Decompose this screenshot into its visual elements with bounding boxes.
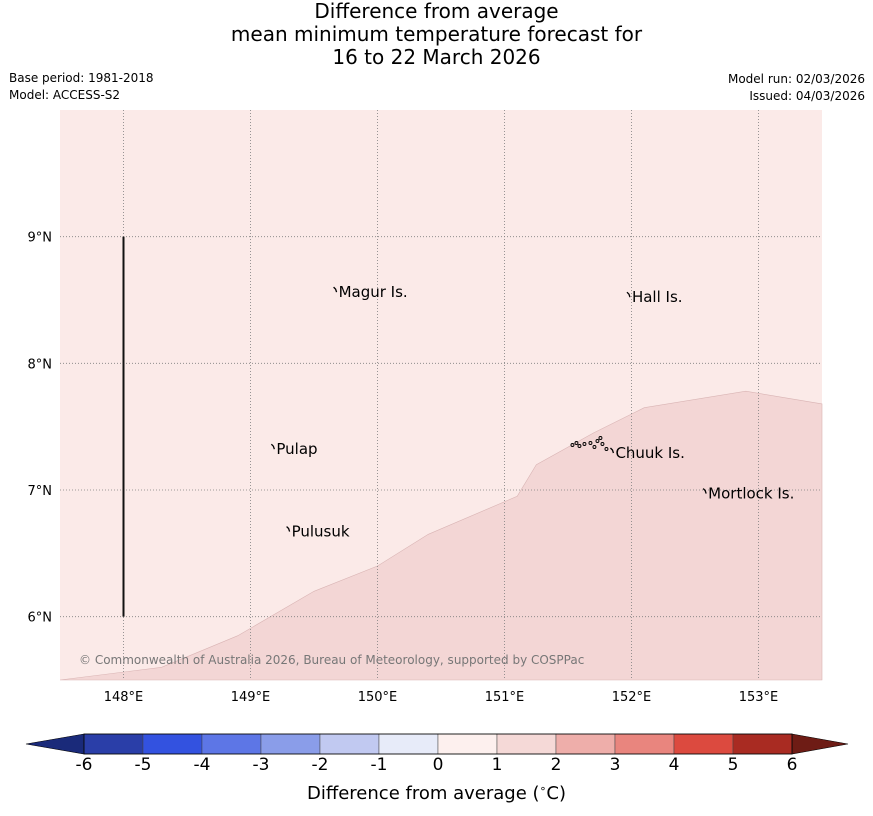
colorbar-swatch (319, 733, 380, 755)
title-line-3: 16 to 22 March 2026 (332, 45, 541, 69)
colorbar-swatch (201, 733, 262, 755)
lon-tick-label: 149°E (231, 690, 271, 705)
colorbar-tick-label: 0 (432, 755, 444, 775)
place-label: Pulap (276, 440, 317, 458)
issued-date: Issued: 04/03/2026 (749, 89, 865, 103)
colorbar-tick-label: 5 (727, 755, 739, 775)
title-line-1: Difference from average (314, 0, 559, 23)
lat-tick-label: 6°N (28, 611, 53, 626)
lon-tick-label: 148°E (104, 690, 144, 705)
map-area: 148°E 149°E 150°E 151°E 152°E 153°E 9°N 8°N 7°N 6… (28, 110, 823, 705)
island-shape (286, 526, 291, 532)
colorbar-tick-label: -1 (370, 755, 388, 775)
chuuk-islet (595, 439, 600, 443)
lon-tick-label: 150°E (358, 690, 398, 705)
lon-tick-label: 151°E (485, 690, 525, 705)
colorbar-ticks: -6 -5 -4 -3 -2 -1 0 1 2 3 4 5 6 (0, 755, 873, 777)
colorbar-swatch (732, 733, 793, 755)
place-label: Chuuk Is. (615, 444, 684, 462)
colorbar-tick-label: 2 (550, 755, 562, 775)
anomaly-1-to-2-area (59, 390, 823, 681)
island-shape (609, 447, 615, 454)
colorbar-over-arrow (791, 733, 849, 755)
colorbar-swatch (673, 733, 734, 755)
base-period: Base period: 1981-2018 (9, 71, 154, 85)
colorbar-swatch (496, 733, 557, 755)
colorbar-tick-label: -4 (193, 755, 211, 775)
place-label: Pulusuk (292, 523, 350, 541)
degree-symbol: ∘ (539, 782, 547, 795)
chuuk-islet (598, 436, 603, 440)
island-shape (270, 443, 275, 450)
lon-tick-label: 152°E (612, 690, 652, 705)
colorbar-label-text: Difference from average ( (306, 783, 540, 804)
island-shape (702, 488, 707, 494)
colorbar-swatch (142, 733, 203, 755)
colorbar-label-unit: C) (546, 783, 567, 804)
chuuk-islet (592, 445, 597, 449)
colorbar-tick-label: 1 (491, 755, 503, 775)
lat-tick-label: 7°N (28, 484, 53, 499)
colorbar-swatch (614, 733, 675, 755)
place-label: Hall Is. (632, 288, 683, 306)
title-line-2: mean minimum temperature forecast for (230, 22, 643, 46)
colorbar-tick-label: 4 (668, 755, 680, 775)
chuuk-islet (574, 441, 579, 445)
chuuk-islet (588, 441, 593, 445)
colorbar-tick-label: 6 (786, 755, 798, 775)
colorbar-tick-label: -5 (134, 755, 152, 775)
island-shape (626, 291, 631, 298)
colorbar-tick-label: -3 (252, 755, 270, 775)
colorbar-swatch (378, 733, 439, 755)
run-info: Model run: 02/03/2026 Issued: 04/03/2026 (728, 71, 865, 105)
colorbar-swatch (83, 733, 144, 755)
colorbar-tick-label: -6 (75, 755, 93, 775)
colorbar (25, 733, 849, 755)
chuuk-islet (600, 442, 605, 446)
lat-tick-label: 9°N (28, 231, 53, 246)
place-label: Mortlock Is. (708, 485, 794, 503)
chuuk-islet (604, 447, 609, 451)
chuuk-islet (582, 442, 587, 446)
colorbar-under-arrow (25, 733, 85, 755)
colorbar-outline (83, 733, 793, 755)
model-info: Base period: 1981-2018 Model: ACCESS-S2 (9, 70, 154, 104)
copyright-text: © Commonwealth of Australia 2026, Bureau… (79, 653, 584, 667)
chuuk-islet (570, 443, 575, 447)
lon-tick-label: 153°E (739, 690, 779, 705)
lat-tick-label: 8°N (28, 357, 53, 372)
model-run-date: Model run: 02/03/2026 (727, 72, 865, 86)
model-name: Model: ACCESS-S2 (9, 88, 121, 102)
place-label: Magur Is. (339, 283, 408, 301)
colorbar-swatch (437, 733, 498, 755)
colorbar-swatch (555, 733, 616, 755)
chuuk-islet (577, 444, 582, 448)
island-shape (333, 286, 338, 293)
colorbar-tick-label: 3 (609, 755, 621, 775)
colorbar-swatch (260, 733, 321, 755)
colorbar-label: Difference from average (∘C) (0, 782, 873, 804)
chart-title: Difference from average mean minimum tem… (0, 0, 873, 69)
colorbar-tick-label: -2 (311, 755, 329, 775)
